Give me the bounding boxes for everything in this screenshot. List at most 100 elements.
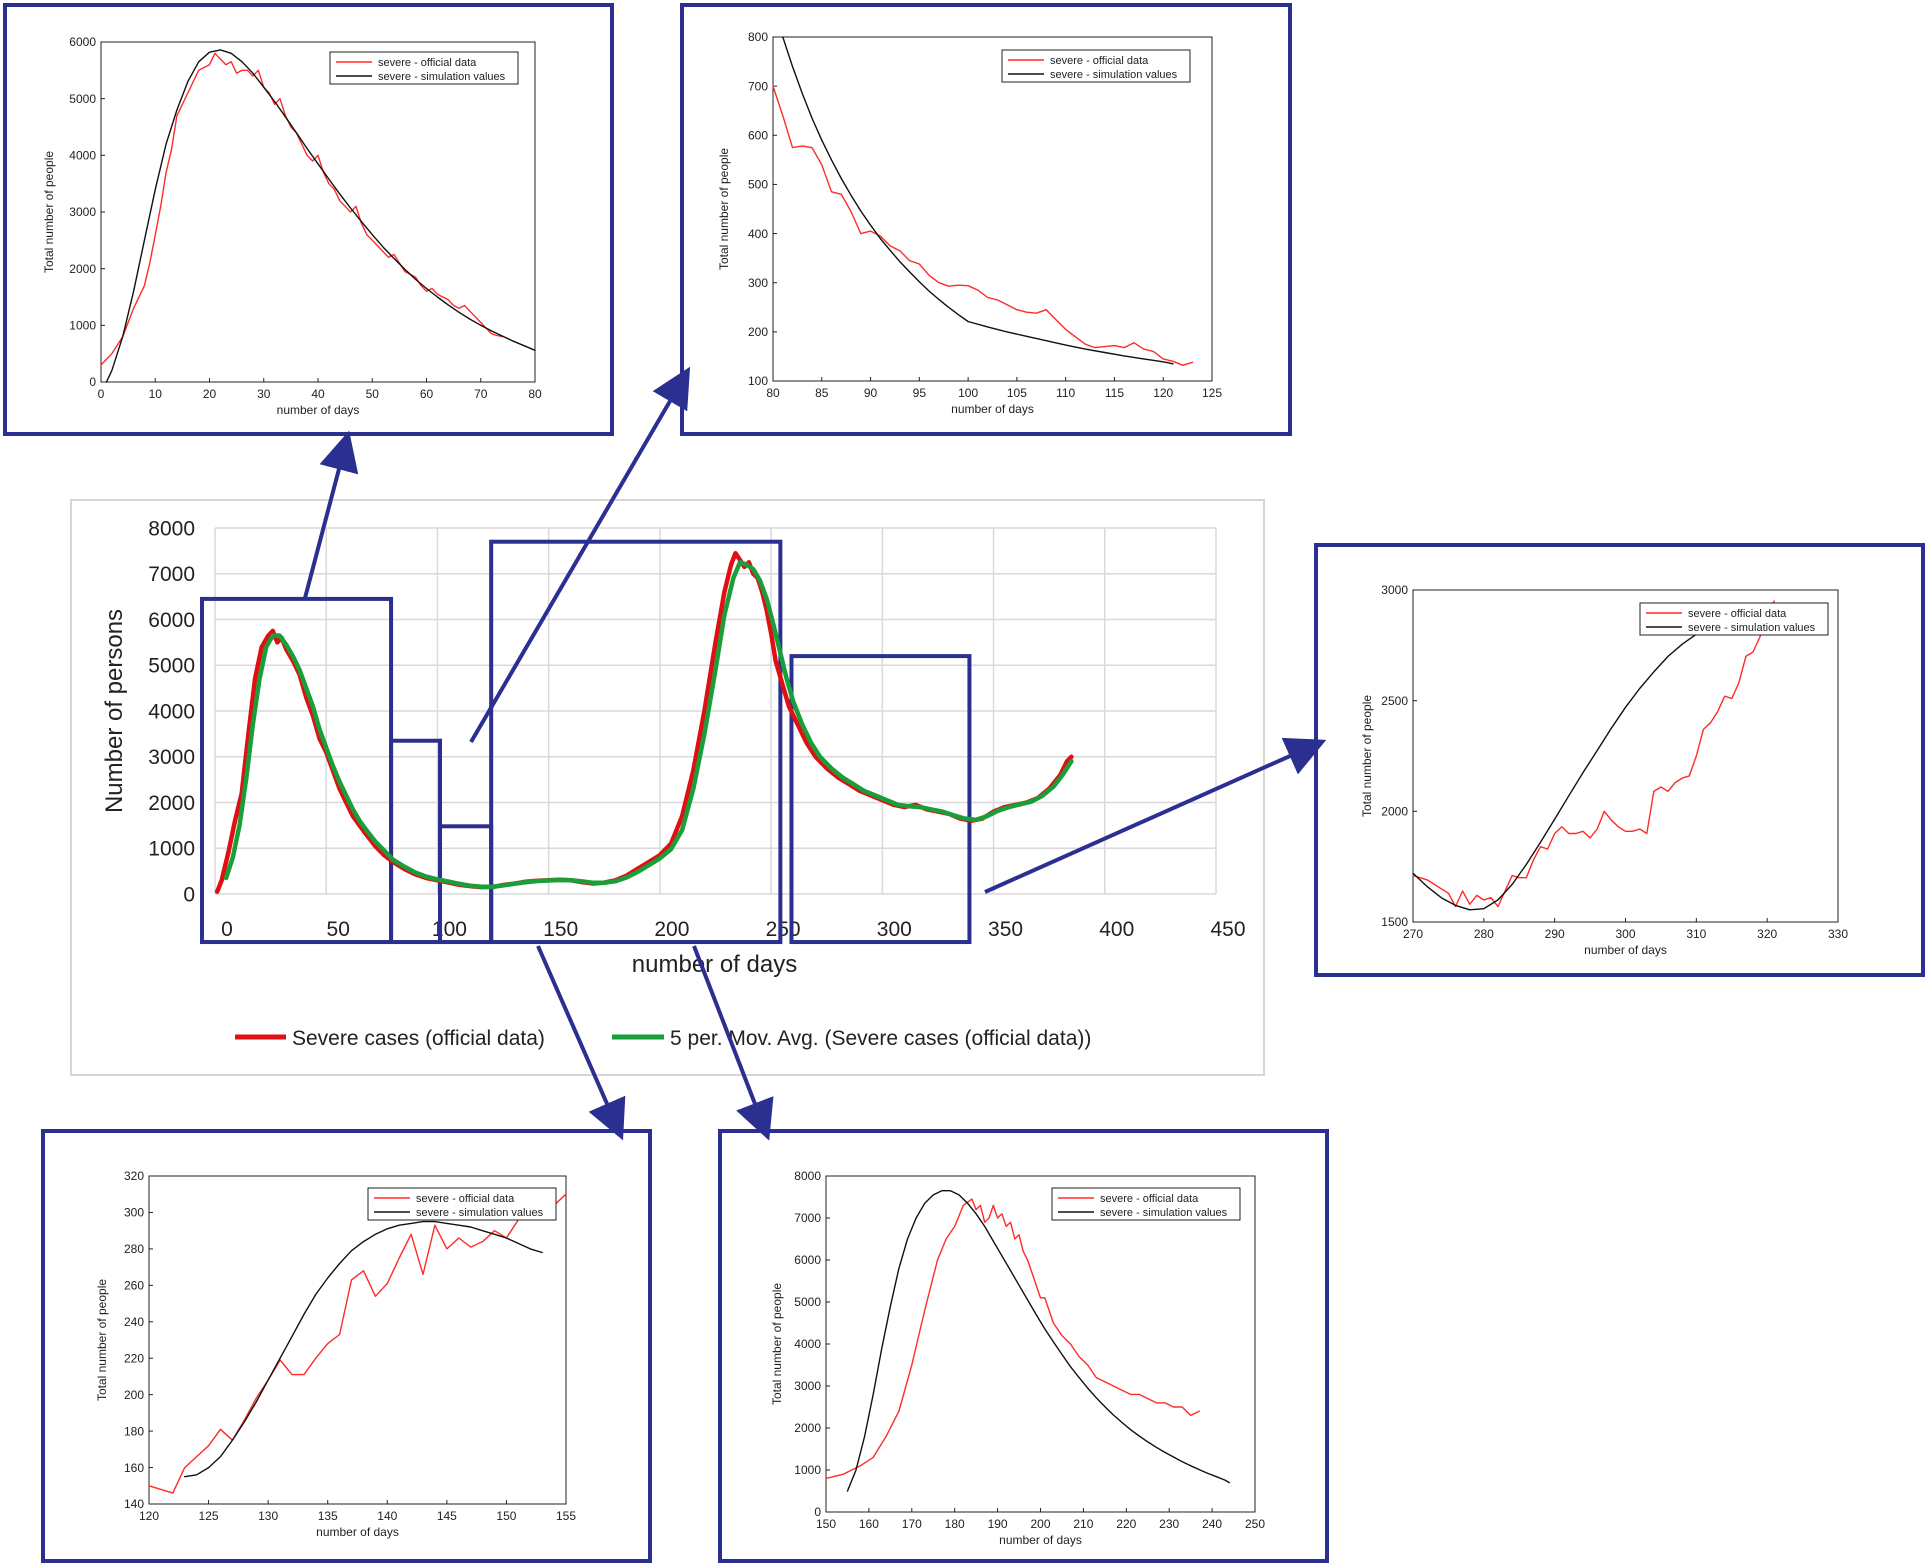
y-tick-label: 320 <box>124 1169 144 1183</box>
x-tick-label: 115 <box>1105 386 1124 400</box>
y-tick-label: 4000 <box>69 149 96 163</box>
y-tick-label: 4000 <box>794 1337 821 1351</box>
y-axis-label: Total number of people <box>95 1279 109 1401</box>
x-tick-label: 125 <box>1202 386 1222 400</box>
x-tick-label: 85 <box>815 386 829 400</box>
x-tick-label: 0 <box>98 387 105 401</box>
x-tick-label: 70 <box>474 387 488 401</box>
y-tick-label: 2000 <box>1381 805 1408 819</box>
x-tick-label: 150 <box>496 1509 516 1523</box>
x-axis-label: number of days <box>316 1525 399 1539</box>
y-tick-label: 2000 <box>148 792 195 815</box>
y-tick-label: 2000 <box>69 262 96 276</box>
y-tick-label: 140 <box>124 1497 144 1511</box>
y-tick-label: 3000 <box>148 746 195 769</box>
x-tick-label: 170 <box>902 1517 922 1531</box>
arrow-to-inset-1 <box>303 430 359 599</box>
x-tick-label: 100 <box>958 386 978 400</box>
y-tick-label: 8000 <box>148 517 195 540</box>
x-axis-label: number of days <box>632 951 797 978</box>
legend-box <box>1639 602 1829 636</box>
zoom-box <box>789 654 972 945</box>
x-tick-label: 150 <box>816 1517 836 1531</box>
x-axis-label: number of days <box>1584 943 1667 957</box>
x-tick-label: 230 <box>1159 1517 1179 1531</box>
y-tick-label: 200 <box>124 1388 144 1402</box>
x-tick-label: 10 <box>149 387 163 401</box>
arrow-to-inset-3 <box>984 737 1327 894</box>
x-tick-label: 280 <box>1474 927 1494 941</box>
x-tick-label: 400 <box>1099 918 1134 941</box>
y-tick-label: 100 <box>748 374 768 388</box>
legend-label-official: Severe cases (official data) <box>292 1027 545 1050</box>
legend-box <box>1051 1187 1241 1221</box>
x-tick-label: 80 <box>528 387 542 401</box>
y-tick-label: 240 <box>124 1315 144 1329</box>
connector-arrows <box>303 366 1327 1141</box>
y-tick-label: 700 <box>748 79 768 93</box>
x-tick-label: 30 <box>257 387 271 401</box>
x-tick-label: 330 <box>1828 927 1848 941</box>
y-axis-label: Total number of people <box>770 1283 784 1405</box>
x-tick-label: 300 <box>877 918 912 941</box>
y-axis-label: Number of persons <box>101 609 128 813</box>
y-axis-label: Total number of people <box>42 151 56 273</box>
legend-label-moving-avg: 5 per. Mov. Avg. (Severe cases (official… <box>670 1027 1091 1050</box>
x-tick-label: 200 <box>654 918 689 941</box>
legend-label-1: severe - official data <box>1100 1193 1199 1205</box>
x-tick-label: 105 <box>1007 386 1027 400</box>
y-tick-label: 160 <box>124 1461 144 1475</box>
x-tick-label: 145 <box>437 1509 457 1523</box>
y-tick-label: 1000 <box>794 1463 821 1477</box>
y-tick-label: 3000 <box>794 1379 821 1393</box>
legend-label-2: severe - simulation values <box>1688 622 1816 634</box>
x-axis-label: number of days <box>277 403 360 417</box>
legend-label-1: severe - official data <box>1688 608 1787 620</box>
x-tick-label: 320 <box>1757 927 1777 941</box>
inset-frame-1 <box>3 3 614 436</box>
arrow-to-inset-4 <box>536 945 626 1141</box>
legend-box <box>1001 49 1191 83</box>
y-tick-label: 5000 <box>69 92 96 106</box>
x-tick-label: 125 <box>199 1509 219 1523</box>
series-line-1 <box>100 52 504 366</box>
y-tick-label: 220 <box>124 1351 144 1365</box>
inset-frame-3 <box>1314 543 1925 977</box>
main-chart-panel <box>70 499 1265 1076</box>
series-line-1 <box>772 85 1194 366</box>
series-line-1 <box>825 1198 1200 1480</box>
legend-label-2: severe - simulation values <box>416 1207 544 1219</box>
legend-label-1: severe - official data <box>378 57 477 69</box>
x-axis-label: number of days <box>951 402 1034 416</box>
x-tick-label: 450 <box>1210 918 1245 941</box>
x-tick-label: 120 <box>139 1509 159 1523</box>
legend-box <box>367 1187 557 1221</box>
legend-label-2: severe - simulation values <box>378 71 506 83</box>
x-tick-label: 110 <box>1056 386 1075 400</box>
y-tick-label: 1000 <box>69 319 96 333</box>
series-line-1 <box>148 1193 567 1494</box>
x-axis-label: number of days <box>999 1533 1082 1547</box>
y-tick-label: 600 <box>748 128 768 142</box>
y-tick-label: 8000 <box>794 1169 821 1183</box>
series-line-2 <box>846 1190 1230 1492</box>
zoom-box <box>489 539 783 945</box>
y-tick-label: 0 <box>183 883 195 906</box>
y-tick-label: 0 <box>814 1505 821 1519</box>
y-tick-label: 4000 <box>148 700 195 723</box>
y-tick-label: 5000 <box>794 1295 821 1309</box>
y-axis-label: Total number of people <box>717 148 731 270</box>
legend-box <box>329 51 519 85</box>
y-tick-label: 6000 <box>148 609 195 632</box>
legend-label-1: severe - official data <box>416 1193 515 1205</box>
inset-chart-4: 120 125 130 135 140 145 150 155 140 160 180 200 220 2… <box>95 1169 576 1539</box>
x-tick-label: 250 <box>766 918 801 941</box>
y-tick-label: 180 <box>124 1424 144 1438</box>
y-tick-label: 6000 <box>69 35 96 49</box>
x-tick-label: 180 <box>945 1517 965 1531</box>
y-tick-label: 5000 <box>148 655 195 678</box>
y-tick-label: 2000 <box>794 1421 821 1435</box>
x-tick-label: 210 <box>1073 1517 1093 1531</box>
legend-label-2: severe - simulation values <box>1050 69 1178 81</box>
y-tick-label: 0 <box>89 375 96 389</box>
